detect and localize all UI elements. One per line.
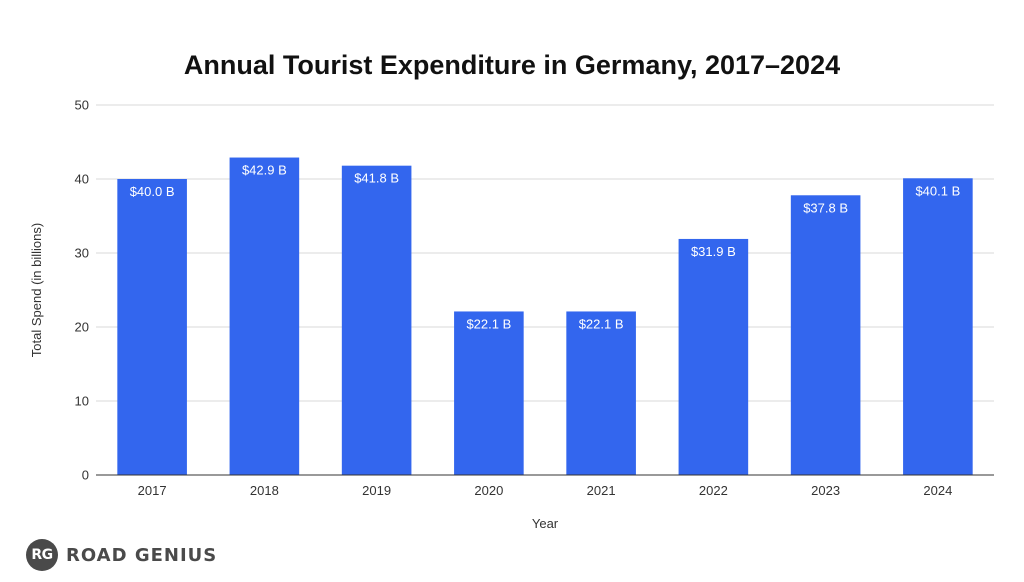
bar [678, 238, 749, 475]
x-tick-label: 2021 [587, 483, 616, 498]
x-tick-label: 2020 [474, 483, 503, 498]
bar [790, 195, 861, 475]
bar [341, 165, 412, 475]
bars: $40.0 B $42.9 B $41.8 B $22.1 B $22.1 B $31.9… [117, 157, 973, 476]
bar [903, 178, 973, 475]
y-tick-labels: 0 10 20 30 40 50 [75, 98, 89, 483]
y-tick-label: 50 [75, 98, 89, 113]
bar [454, 311, 524, 475]
bar [229, 157, 300, 476]
x-axis-label: Year [532, 516, 559, 531]
x-tick-label: 2017 [138, 483, 167, 498]
bar-data-label: $37.8 B [803, 200, 848, 215]
bar [566, 311, 636, 475]
road-genius-logo: RG ROAD GENIUS [26, 538, 217, 572]
logo-badge-icon: RG [26, 539, 58, 571]
y-tick-label: 0 [82, 468, 89, 483]
x-tick-labels: 2017 2018 2019 2020 2021 2022 2023 2024 [138, 483, 953, 498]
y-tick-label: 40 [75, 172, 89, 187]
bar-data-label: $42.9 B [242, 163, 287, 178]
bar-data-label: $22.1 B [466, 316, 511, 331]
bar-data-label: $40.0 B [130, 184, 175, 199]
x-tick-label: 2022 [699, 483, 728, 498]
bar-data-label: $40.1 B [915, 183, 960, 198]
bar-data-label: $41.8 B [354, 171, 399, 186]
logo-wordmark: ROAD GENIUS [66, 544, 218, 566]
chart-title: Annual Tourist Expenditure in Germany, 2… [184, 50, 840, 80]
y-tick-label: 20 [75, 320, 89, 335]
x-tick-label: 2024 [923, 483, 952, 498]
x-tick-label: 2023 [811, 483, 840, 498]
x-tick-label: 2019 [362, 483, 391, 498]
y-axis-label: Total Spend (in billions) [29, 223, 44, 357]
y-tick-label: 10 [75, 394, 89, 409]
bar-data-label: $22.1 B [579, 316, 624, 331]
x-tick-label: 2018 [250, 483, 279, 498]
bar [117, 179, 187, 475]
y-tick-label: 30 [75, 246, 89, 261]
bar-data-label: $31.9 B [691, 244, 736, 259]
